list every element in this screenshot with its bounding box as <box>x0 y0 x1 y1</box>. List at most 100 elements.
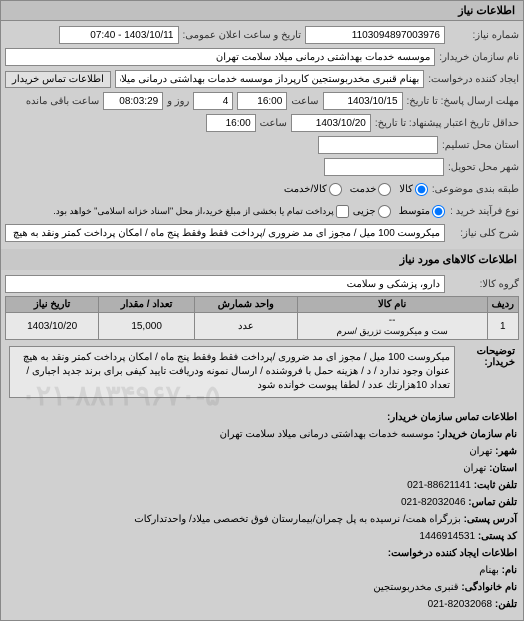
td-unit: عدد <box>195 313 298 340</box>
announce-input[interactable] <box>59 26 179 44</box>
desc-input[interactable] <box>5 224 445 242</box>
phone-label: تلفن ثابت: <box>474 480 517 491</box>
purchase-type-label: نوع فرآیند خرید : <box>449 206 519 217</box>
partial-label: پرداخت تمام یا بخشی از مبلغ خرید،از محل … <box>53 206 333 217</box>
both-radio[interactable] <box>329 183 342 196</box>
both-radio-item[interactable]: کالا/خدمت <box>284 183 342 196</box>
postal-value: 1446914531 <box>419 531 475 542</box>
purchase-radio-group: متوسط جزیی <box>353 205 445 218</box>
buyer-input[interactable] <box>5 48 435 66</box>
fax-value: 82032046-021 <box>401 497 466 508</box>
row-purchase-type: نوع فرآیند خرید : متوسط جزیی پرداخت تمام… <box>5 201 519 221</box>
deadline-time-input[interactable] <box>237 92 287 110</box>
main-container: اطلاعات نیاز شماره نیاز: تاریخ و ساعت اع… <box>0 0 524 621</box>
deadline-date-input[interactable] <box>323 92 403 110</box>
service-radio[interactable] <box>378 183 391 196</box>
validity-time-input[interactable] <box>206 114 256 132</box>
td-name: --ست و میکروست تزریق /سرم <box>297 313 487 340</box>
budget-label: طبقه بندی موضوعی: <box>432 184 519 195</box>
requester-input[interactable] <box>115 70 424 88</box>
c-city-value: تهران <box>469 446 492 457</box>
buyer-desc-label: توضیحات خریدار: <box>459 344 519 400</box>
row-city: شهر محل تحویل: <box>5 157 519 177</box>
city-input[interactable] <box>324 158 444 176</box>
table-row[interactable]: 1 --ست و میکروست تزریق /سرم عدد 15,000 1… <box>6 313 519 340</box>
creator-title: اطلاعات ایجاد کننده درخواست: <box>388 548 517 559</box>
postal-label: کد پستی: <box>478 531 517 542</box>
org-label: نام سازمان خریدار: <box>437 429 517 440</box>
row-request-number: شماره نیاز: تاریخ و ساعت اعلان عمومی: <box>5 25 519 45</box>
requester-label: ایجاد کننده درخواست: <box>428 74 519 85</box>
days-label: روز و <box>167 96 189 107</box>
th-name: نام کالا <box>297 297 487 313</box>
request-number-label: شماره نیاز: <box>449 30 519 41</box>
goods-radio-label: کالا <box>399 184 413 195</box>
td-qty: 15,000 <box>99 313 195 340</box>
medium-radio[interactable] <box>432 205 445 218</box>
group-label: گروه کالا: <box>449 279 519 290</box>
address-value: بزرگراه همت/ نرسیده به پل چمران/بیمارستا… <box>134 514 461 525</box>
goods-radio[interactable] <box>415 183 428 196</box>
group-input[interactable] <box>5 275 445 293</box>
c-city-label: شهر: <box>495 446 517 457</box>
small-radio-item[interactable]: جزیی <box>353 205 391 218</box>
row-group: گروه کالا: <box>5 274 519 294</box>
c-province-label: استان: <box>489 463 517 474</box>
th-qty: تعداد / مقدار <box>99 297 195 313</box>
buyer-label: نام سازمان خریدار: <box>439 52 519 63</box>
validity-date-input[interactable] <box>291 114 371 132</box>
goods-table: ردیف نام کالا واحد شمارش تعداد / مقدار ت… <box>5 296 519 340</box>
buyer-desc-cell: میکروست 100 میل / مجوز ای مد ضروری /پردا… <box>5 344 459 400</box>
mobile-label: تلفن: <box>495 599 517 610</box>
goods-radio-item[interactable]: کالا <box>399 183 428 196</box>
row-province: استان محل تسلیم: <box>5 135 519 155</box>
small-radio[interactable] <box>378 205 391 218</box>
td-date: 1403/10/20 <box>6 313 99 340</box>
province-label: استان محل تسلیم: <box>442 140 519 151</box>
medium-radio-item[interactable]: متوسط <box>399 205 445 218</box>
lastname-value: قنبری مخدربوستجین <box>373 582 458 593</box>
partial-checkbox[interactable] <box>336 205 349 218</box>
name-label: نام: <box>502 565 517 576</box>
goods-form: گروه کالا: ردیف نام کالا واحد شمارش تعدا… <box>1 270 523 404</box>
service-radio-item[interactable]: خدمت <box>350 183 392 196</box>
remaining-label: ساعت باقی مانده <box>26 96 99 107</box>
row-deadline: مهلت ارسال پاسخ: تا تاریخ: ساعت روز و سا… <box>5 91 519 111</box>
time-label-2: ساعت <box>260 118 287 129</box>
remaining-input[interactable] <box>103 92 163 110</box>
budget-radio-group: کالا خدمت کالا/خدمت <box>284 183 428 196</box>
table-header-row: ردیف نام کالا واحد شمارش تعداد / مقدار ت… <box>6 297 519 313</box>
time-label-1: ساعت <box>291 96 318 107</box>
deadline-label: مهلت ارسال پاسخ: تا تاریخ: <box>407 96 519 107</box>
days-input[interactable] <box>193 92 233 110</box>
city-label: شهر محل تحویل: <box>448 162 519 173</box>
small-radio-label: جزیی <box>353 206 376 217</box>
phone-value: 88621141-021 <box>407 480 471 491</box>
desc-label: شرح کلی نیاز: <box>449 228 519 239</box>
th-row: ردیف <box>487 297 518 313</box>
lastname-label: نام خانوادگی: <box>461 582 517 593</box>
row-validity: حداقل تاریخ اعتبار پیشنهاد: تا تاریخ: سا… <box>5 113 519 133</box>
partial-check-item[interactable]: پرداخت تمام یا بخشی از مبلغ خرید،از محل … <box>53 205 348 218</box>
goods-section-title: اطلاعات کالاهای مورد نیاز <box>1 249 523 270</box>
desc-table: توضیحات خریدار: میکروست 100 میل / مجوز ا… <box>5 344 519 400</box>
row-requester: ایجاد کننده درخواست: اطلاعات تماس خریدار <box>5 69 519 89</box>
th-unit: واحد شمارش <box>195 297 298 313</box>
buyer-desc-text: میکروست 100 میل / مجوز ای مد ضروری /پردا… <box>9 346 455 398</box>
name-value: بهنام <box>479 565 499 576</box>
medium-radio-label: متوسط <box>399 206 430 217</box>
header-tab: اطلاعات نیاز <box>1 1 523 21</box>
request-number-input[interactable] <box>305 26 445 44</box>
validity-label: حداقل تاریخ اعتبار پیشنهاد: تا تاریخ: <box>375 118 519 129</box>
row-buyer: نام سازمان خریدار: <box>5 47 519 67</box>
row-desc: شرح کلی نیاز: <box>5 223 519 243</box>
province-input[interactable] <box>318 136 438 154</box>
contact-button[interactable]: اطلاعات تماس خریدار <box>5 71 111 88</box>
service-radio-label: خدمت <box>350 184 377 195</box>
announce-label: تاریخ و ساعت اعلان عمومی: <box>183 30 302 41</box>
form-section: شماره نیاز: تاریخ و ساعت اعلان عمومی: نا… <box>1 21 523 249</box>
c-province-value: تهران <box>463 463 486 474</box>
address-label: آدرس پستی: <box>464 514 517 525</box>
mobile-value: 82032068-021 <box>428 599 493 610</box>
td-idx: 1 <box>487 313 518 340</box>
